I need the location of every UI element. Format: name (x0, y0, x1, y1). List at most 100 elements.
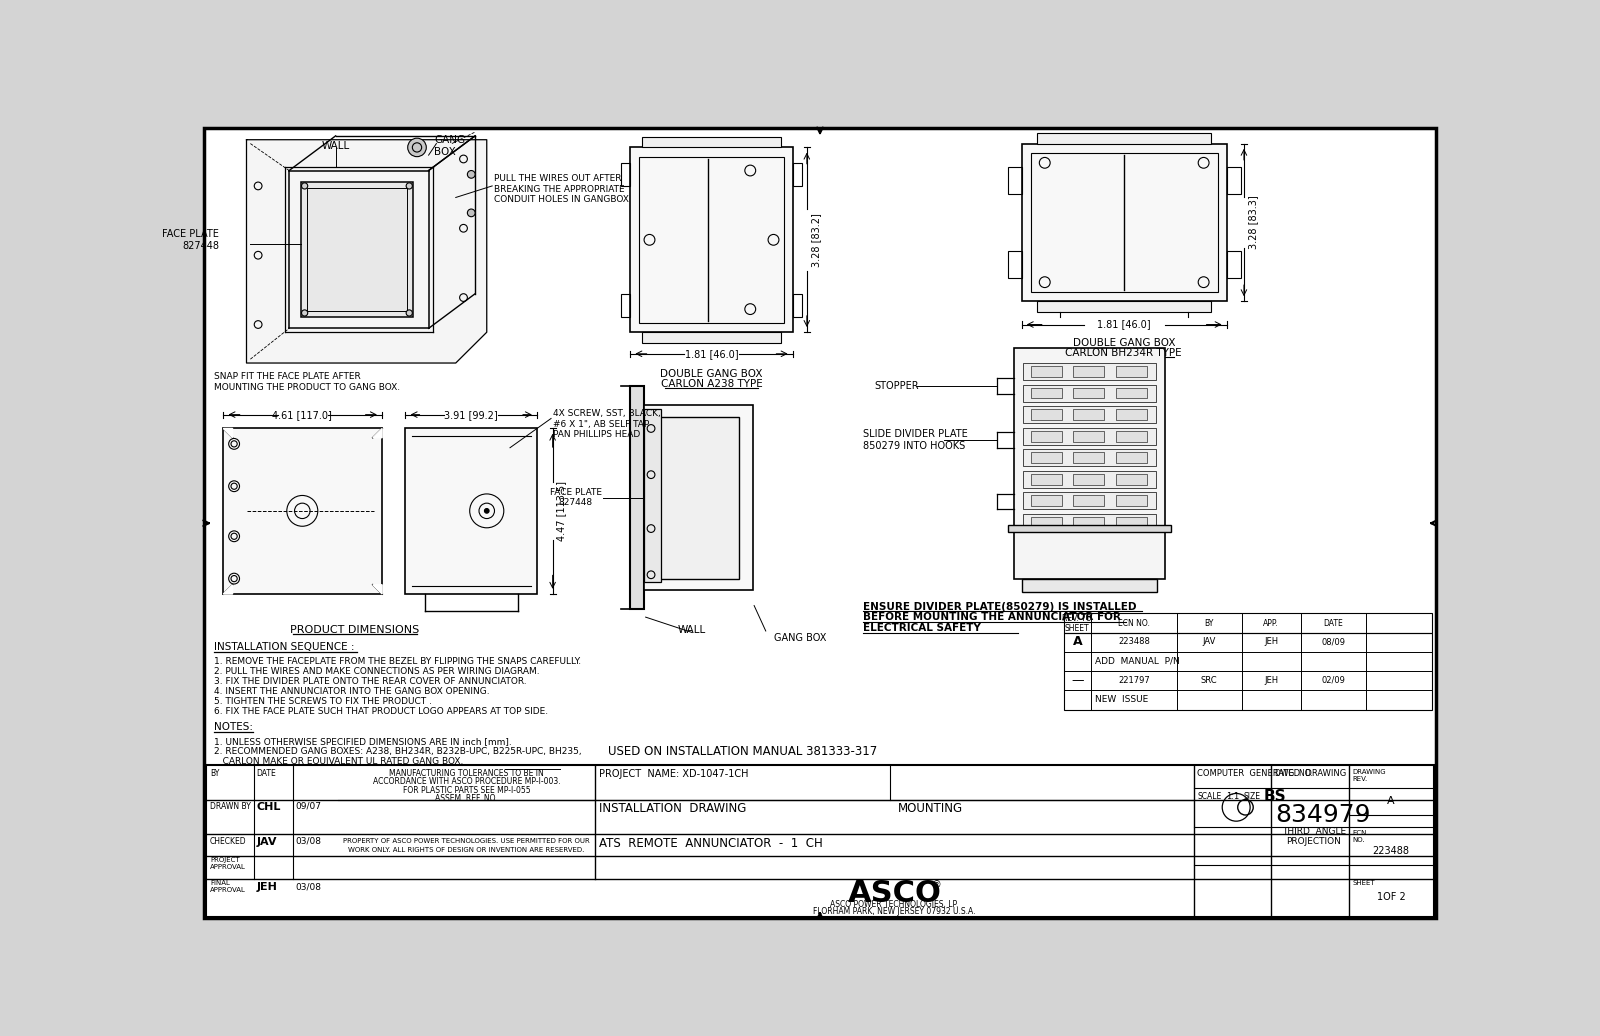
Bar (1037, 133, 1211, 144)
Text: 4X SCREW, SST, BLACK,
#6 X 1", AB SELF TAP
PAN PHILLIPS HEAD: 4X SCREW, SST, BLACK, #6 X 1", AB SELF T… (552, 409, 661, 439)
Bar (1117, 517, 1147, 527)
Text: JAV: JAV (256, 836, 277, 846)
Text: 4. INSERT THE ANNUNCIATOR INTO THE GANG BOX OPENING.: 4. INSERT THE ANNUNCIATOR INTO THE GANG … (214, 687, 490, 696)
Text: 4.47 [113.5]: 4.47 [113.5] (557, 481, 566, 541)
Text: PROPERTY OF ASCO POWER TECHNOLOGIES. USE PERMITTED FOR OUR: PROPERTY OF ASCO POWER TECHNOLOGIES. USE… (344, 838, 590, 844)
Bar (794, 294, 802, 317)
Bar (1022, 406, 1155, 423)
Text: SHEET: SHEET (1352, 881, 1374, 887)
Text: ECN
NO.: ECN NO. (1352, 831, 1366, 843)
Text: BS: BS (1264, 788, 1286, 804)
Bar (794, 163, 802, 185)
Text: ATS  REMOTE  ANNUNCIATOR  -  1  CH: ATS REMOTE ANNUNCIATOR - 1 CH (598, 836, 822, 850)
Text: CARLON MAKE OR EQUIVALENT UL RATED GANG BOX.: CARLON MAKE OR EQUIVALENT UL RATED GANG … (214, 757, 464, 767)
Text: CARLON A238 TYPE: CARLON A238 TYPE (661, 379, 762, 390)
Circle shape (467, 171, 475, 178)
Bar (1030, 409, 1062, 420)
Text: 1. UNLESS OTHERWISE SPECIFIED DIMENSIONS ARE IN inch [mm].: 1. UNLESS OTHERWISE SPECIFIED DIMENSIONS… (214, 738, 512, 746)
Text: GANG
BOX: GANG BOX (434, 135, 466, 156)
Bar (1064, 613, 1432, 633)
Text: WALL: WALL (322, 141, 350, 151)
Bar (621, 163, 630, 185)
Text: FINAL
APPROVAL: FINAL APPROVAL (210, 881, 246, 893)
Text: FACE PLATE
827448: FACE PLATE 827448 (163, 229, 219, 251)
Text: PRODUCT DIMENSIONS: PRODUCT DIMENSIONS (290, 625, 419, 635)
Text: JEH: JEH (1264, 675, 1278, 685)
Bar (1074, 495, 1104, 507)
Text: DATE: DATE (1323, 618, 1342, 628)
Bar (1117, 409, 1147, 420)
Text: DATE: DATE (256, 769, 277, 778)
Text: 03/08: 03/08 (296, 882, 322, 891)
Bar (630, 386, 645, 609)
Bar (1030, 517, 1062, 527)
Text: 6. FIX THE FACE PLATE SUCH THAT PRODUCT LOGO APPEARS AT TOP SIDE.: 6. FIX THE FACE PLATE SUCH THAT PRODUCT … (214, 708, 549, 716)
Polygon shape (224, 429, 232, 437)
Text: MANUFACTURING TOLERANCES TO BE IN: MANUFACTURING TOLERANCES TO BE IN (389, 769, 544, 778)
Text: JEH: JEH (1264, 637, 1278, 646)
Circle shape (485, 509, 490, 513)
Circle shape (301, 310, 307, 316)
Text: 2. RECOMMENDED GANG BOXES: A238, BH234R, B232B-UPC, B225R-UPC, BH235,: 2. RECOMMENDED GANG BOXES: A238, BH234R,… (214, 747, 581, 756)
Bar (405, 429, 538, 594)
Bar (1117, 366, 1147, 377)
Text: FACE PLATE
827448: FACE PLATE 827448 (550, 488, 602, 508)
Text: PULL THE WIRES OUT AFTER
BREAKING THE APPROPRIATE
CONDUIT HOLES IN GANGBOX: PULL THE WIRES OUT AFTER BREAKING THE AP… (494, 174, 629, 204)
Bar (1227, 167, 1242, 194)
Text: 03/08: 03/08 (296, 836, 322, 845)
Text: SCALE: SCALE (1197, 792, 1222, 801)
Bar (1021, 579, 1157, 593)
Bar (640, 156, 784, 323)
Text: PROJECT
APPROVAL: PROJECT APPROVAL (210, 858, 246, 870)
Bar (1021, 144, 1227, 301)
Bar (630, 147, 794, 333)
Bar (206, 765, 1434, 918)
Text: ECN NO.: ECN NO. (1118, 618, 1150, 628)
Text: 1OF 2: 1OF 2 (1376, 892, 1405, 902)
Bar (642, 333, 781, 343)
Bar (1074, 409, 1104, 420)
Bar (1030, 473, 1062, 485)
Bar (1117, 495, 1147, 507)
Text: ASCO: ASCO (848, 879, 941, 908)
Text: 4.61 [117.0]: 4.61 [117.0] (272, 409, 333, 420)
Bar (645, 409, 661, 582)
Text: SRC: SRC (1200, 675, 1218, 685)
Bar (1030, 431, 1062, 441)
Text: 223488: 223488 (1373, 845, 1410, 856)
Text: ENSURE DIVIDER PLATE(850279) IS INSTALLED: ENSURE DIVIDER PLATE(850279) IS INSTALLE… (862, 602, 1136, 611)
Bar (642, 137, 781, 147)
Text: SLIDE DIVIDER PLATE
850279 INTO HOOKS: SLIDE DIVIDER PLATE 850279 INTO HOOKS (862, 429, 968, 451)
Circle shape (467, 209, 475, 217)
Text: STOPPER: STOPPER (874, 381, 918, 392)
Text: DWG. NO.: DWG. NO. (1275, 769, 1312, 778)
Bar (621, 294, 630, 317)
Text: 3. FIX THE DIVIDER PLATE ONTO THE REAR COVER OF ANNUNCIATOR.: 3. FIX THE DIVIDER PLATE ONTO THE REAR C… (214, 678, 526, 686)
Polygon shape (224, 584, 232, 594)
Circle shape (406, 310, 413, 316)
Bar (1022, 514, 1155, 530)
Text: ADD  MANUAL  P/N: ADD MANUAL P/N (1094, 657, 1179, 665)
Text: NOTES:: NOTES: (214, 722, 253, 731)
Bar (645, 405, 752, 591)
Text: DRAWN BY: DRAWN BY (210, 802, 251, 811)
Text: ELECTRICAL SAFETY: ELECTRICAL SAFETY (862, 624, 981, 633)
Text: 3.91 [99.2]: 3.91 [99.2] (445, 409, 498, 420)
Text: APP.: APP. (1262, 618, 1278, 628)
Bar (1030, 152, 1218, 292)
Text: 2. PULL THE WIRES AND MAKE CONNECTIONS AS PER WIRING DIAGRAM.: 2. PULL THE WIRES AND MAKE CONNECTIONS A… (214, 667, 539, 677)
Bar (1074, 366, 1104, 377)
Text: ASCO POWER TECHNOLOGIES, LP.: ASCO POWER TECHNOLOGIES, LP. (830, 899, 958, 909)
Text: BY: BY (1205, 618, 1214, 628)
Text: PROJECT  NAME: XD-1047-1CH: PROJECT NAME: XD-1047-1CH (598, 769, 749, 779)
Bar (1008, 167, 1021, 194)
Text: 1.81 [46.0]: 1.81 [46.0] (685, 349, 738, 358)
Bar (1022, 470, 1155, 488)
Bar (1030, 387, 1062, 399)
Text: 02/09: 02/09 (1322, 675, 1346, 685)
Bar (1014, 348, 1165, 579)
Text: —: — (1070, 673, 1083, 687)
Bar (1074, 387, 1104, 399)
Bar (307, 189, 406, 311)
Text: CHECKED: CHECKED (210, 836, 246, 845)
